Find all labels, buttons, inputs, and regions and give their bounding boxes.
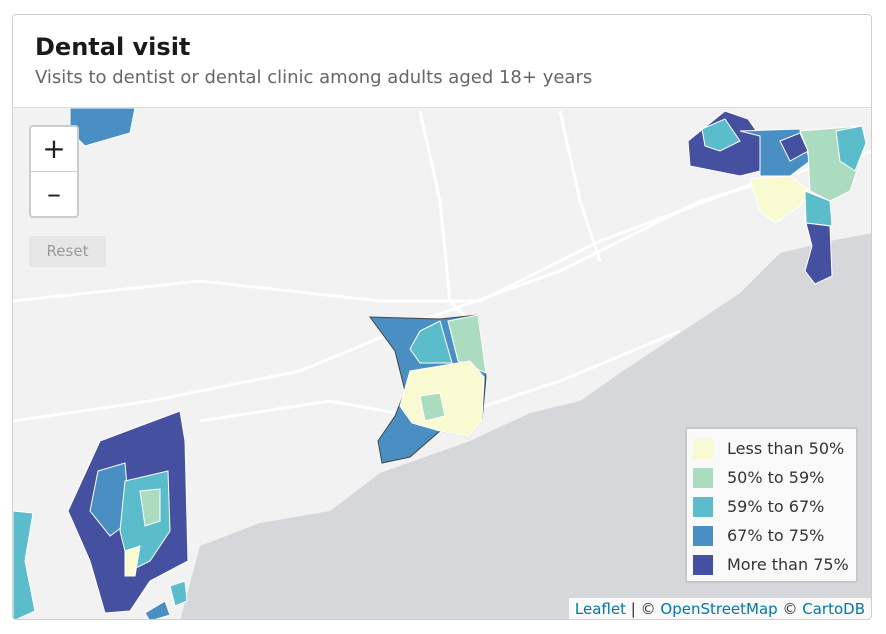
- card: Dental visit Visits to dentist or dental…: [12, 14, 872, 620]
- attribution-link[interactable]: Leaflet: [574, 600, 626, 618]
- region: [124, 545, 141, 577]
- legend-swatch: [693, 555, 713, 575]
- legend-swatch: [693, 439, 713, 459]
- region: [169, 580, 188, 607]
- zoom-out[interactable]: –: [31, 171, 77, 216]
- region: [447, 314, 487, 374]
- region: [749, 175, 811, 224]
- legend-label: More than 75%: [727, 555, 849, 574]
- attribution-text: | ©: [630, 600, 656, 618]
- region: [139, 488, 161, 527]
- region: [13, 510, 36, 619]
- map[interactable]: + – Reset Less than 50% 50% to 59% 59% to …: [13, 107, 871, 619]
- region: [419, 392, 446, 422]
- legend-label: 67% to 75%: [727, 526, 825, 545]
- attribution: Leaflet | © OpenStreetMap © CartoDB: [568, 598, 871, 619]
- legend: Less than 50% 50% to 59% 59% to 67% 67% to …: [685, 427, 858, 583]
- legend-label: 50% to 59%: [727, 468, 825, 487]
- legend-label: Less than 50%: [727, 439, 845, 458]
- region: [701, 118, 741, 152]
- region: [804, 222, 833, 285]
- zoom-in[interactable]: +: [42, 132, 66, 165]
- region: [399, 360, 485, 438]
- regions: [13, 108, 867, 619]
- attribution-text: ©: [782, 600, 798, 618]
- region: [409, 320, 453, 364]
- legend-label: 59% to 67%: [727, 497, 825, 516]
- region: [69, 108, 136, 147]
- attribution-link[interactable]: OpenStreetMap: [660, 600, 778, 618]
- zoom-control: + –: [29, 125, 79, 218]
- region: [835, 125, 867, 172]
- legend-swatch: [693, 468, 713, 488]
- legend-swatch: [693, 497, 713, 517]
- title: Dental visit: [35, 33, 191, 61]
- attribution-link[interactable]: CartoDB: [802, 600, 865, 618]
- reset-button[interactable]: Reset: [29, 236, 106, 267]
- subtitle: Visits to dentist or dental clinic among…: [35, 67, 593, 88]
- region: [804, 190, 833, 227]
- legend-swatch: [693, 526, 713, 546]
- region: [144, 600, 171, 619]
